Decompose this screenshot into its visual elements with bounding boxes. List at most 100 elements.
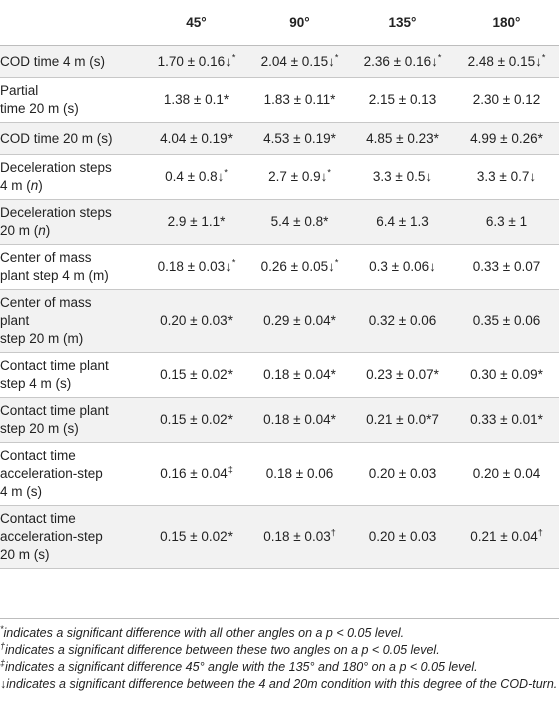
header-45: 45°: [145, 0, 248, 46]
cell-value: 0.33 ± 0.01*: [470, 412, 543, 427]
table-row: Deceleration steps 20 m (n) 2.9 ± 1.1* 5.4 …: [0, 199, 559, 245]
table-cell: 4.53 ± 0.19*: [248, 122, 351, 155]
cell-value: 2.48 ± 0.15↓: [467, 53, 542, 69]
table-cell: 0.18 ± 0.03↓*: [145, 244, 248, 290]
footnote: †indicates a significant difference betw…: [0, 640, 559, 659]
table-cell: 4.04 ± 0.19*: [145, 122, 248, 155]
cell-value: 2.04 ± 0.15↓: [260, 53, 335, 69]
cell-superscript: *: [224, 167, 228, 178]
footnote-mark: †: [0, 640, 6, 651]
cell-value: 0.20 ± 0.03*: [160, 313, 233, 328]
table-cell: 2.30 ± 0.12: [454, 77, 559, 123]
row-label: COD time 20 m (s): [0, 122, 145, 155]
table-cell: 0.18 ± 0.04*: [248, 352, 351, 398]
row-label: Center of mass plant step 4 m (m): [0, 244, 145, 290]
cell-value: 0.15 ± 0.02*: [160, 529, 233, 544]
table-cell: 0.29 ± 0.04*: [248, 289, 351, 353]
table-cell: 0.32 ± 0.06: [351, 289, 454, 353]
table-cell: 0.23 ± 0.07*: [351, 352, 454, 398]
cell-superscript: *: [541, 52, 546, 62]
cell-superscript: ‡: [227, 464, 233, 475]
table-cell: 0.21 ± 0.04†: [454, 505, 559, 569]
table-cell: 0.16 ± 0.04‡: [145, 442, 248, 506]
cell-superscript: *: [231, 52, 236, 62]
cell-value: 4.99 ± 0.26*: [470, 130, 543, 146]
table-cell: 2.36 ± 0.16↓*: [351, 45, 454, 78]
cell-value: 0.21 ± 0.0*7: [366, 412, 439, 427]
cell-value: 0.18 ± 0.03: [263, 529, 331, 544]
table-cell: 6.3 ± 1: [454, 199, 559, 245]
footnote-mark: ‡: [0, 657, 6, 668]
row-label: Partial time 20 m (s): [0, 77, 145, 123]
cell-superscript: *: [437, 52, 442, 62]
results-table: 45° 90° 135° 180° COD time 4 m (s) 1.70 ±…: [0, 0, 559, 569]
cell-value: 0.32 ± 0.06: [368, 313, 437, 328]
footnote-text: indicates a significant difference 45° a…: [5, 660, 478, 674]
cell-value: 2.9 ± 1.1*: [167, 214, 226, 229]
row-label: Contact time acceleration-step 4 m (s): [0, 442, 145, 506]
header-90: 90°: [248, 0, 351, 46]
cell-value: 0.15 ± 0.02*: [160, 412, 233, 427]
table-cell: 1.70 ± 0.16↓*: [145, 45, 248, 78]
cell-value: 0.16 ± 0.04: [160, 466, 228, 481]
cell-value: 3.3 ± 0.5↓: [372, 169, 433, 184]
footnote-mark: *: [0, 623, 4, 634]
table-cell: 0.35 ± 0.06: [454, 289, 559, 353]
table-cell: 3.3 ± 0.7↓: [454, 154, 559, 200]
table-row: Partial time 20 m (s) 1.38 ± 0.1* 1.83 ± 0.…: [0, 77, 559, 123]
footnote-text: indicates a significant difference betwe…: [5, 643, 440, 657]
cell-superscript: *: [327, 167, 331, 178]
cell-superscript: †: [537, 527, 543, 538]
table-row: Contact time acceleration-step 4 m (s) 0.16…: [0, 442, 559, 506]
cell-value: 1.70 ± 0.16↓: [157, 53, 232, 69]
header-row: 45° 90° 135° 180°: [0, 0, 559, 46]
cell-value: 0.23 ± 0.07*: [366, 367, 439, 382]
table-cell: 0.20 ± 0.04: [454, 442, 559, 506]
table-cell: 0.20 ± 0.03: [351, 442, 454, 506]
table-cell: 0.30 ± 0.09*: [454, 352, 559, 398]
cell-value: 0.18 ± 0.04*: [263, 367, 336, 382]
table-cell: 2.48 ± 0.15↓*: [454, 45, 559, 78]
table-cell: 0.26 ± 0.05↓*: [248, 244, 351, 290]
table-cell: 6.4 ± 1.3: [351, 199, 454, 245]
cell-superscript: *: [334, 52, 339, 62]
cell-superscript: *: [231, 257, 236, 268]
header-135: 135°: [351, 0, 454, 46]
table-cell: 0.18 ± 0.03†: [248, 505, 351, 569]
table-cell: 2.7 ± 0.9↓*: [248, 154, 351, 200]
cell-value: 0.18 ± 0.06: [265, 466, 334, 481]
cell-value: 0.18 ± 0.04*: [263, 412, 336, 427]
cell-value: 0.29 ± 0.04*: [263, 313, 336, 328]
cell-value: 3.3 ± 0.7↓: [476, 169, 537, 184]
cell-value: 6.4 ± 1.3: [376, 214, 429, 229]
table-cell: 1.38 ± 0.1*: [145, 77, 248, 123]
table-body: COD time 4 m (s) 1.70 ± 0.16↓* 2.04 ± 0.15…: [0, 45, 559, 569]
table-cell: 0.15 ± 0.02*: [145, 505, 248, 569]
table-cell: 0.3 ± 0.06↓: [351, 244, 454, 290]
table-cell: 0.15 ± 0.02*: [145, 397, 248, 443]
table-cell: 1.83 ± 0.11*: [248, 77, 351, 123]
cell-value: 0.4 ± 0.8↓: [165, 169, 225, 184]
row-label: Contact time acceleration-step 20 m (s): [0, 505, 145, 569]
footnote-text: ↓indicates a significant difference betw…: [0, 677, 558, 691]
row-label: COD time 4 m (s): [0, 45, 145, 78]
table-cell: 4.85 ± 0.23*: [351, 122, 454, 155]
cell-value: 2.30 ± 0.12: [472, 92, 541, 107]
table-cell: 0.20 ± 0.03*: [145, 289, 248, 353]
cell-value: 1.83 ± 0.11*: [263, 92, 336, 107]
footnote: ↓indicates a significant difference betw…: [0, 676, 559, 693]
cell-value: 0.20 ± 0.04: [472, 466, 541, 481]
footnote: ‡indicates a significant difference 45° …: [0, 657, 559, 676]
table-cell: 0.18 ± 0.04*: [248, 397, 351, 443]
cell-value: 0.3 ± 0.06↓: [369, 259, 436, 274]
table-row: Contact time plant step 20 m (s) 0.15 ± 0.…: [0, 397, 559, 443]
header-blank: [0, 0, 145, 46]
table-cell: 0.33 ± 0.07: [454, 244, 559, 290]
cell-value: 4.53 ± 0.19*: [263, 130, 336, 146]
footnote-text: indicates a significant difference with …: [3, 626, 405, 640]
cell-value: 4.04 ± 0.19*: [160, 130, 233, 146]
table-cell: 5.4 ± 0.8*: [248, 199, 351, 245]
cell-value: 0.26 ± 0.05↓: [260, 259, 335, 274]
table-row: COD time 20 m (s) 4.04 ± 0.19* 4.53 ± 0.19…: [0, 122, 559, 155]
row-label: Deceleration steps 20 m (n): [0, 199, 145, 245]
